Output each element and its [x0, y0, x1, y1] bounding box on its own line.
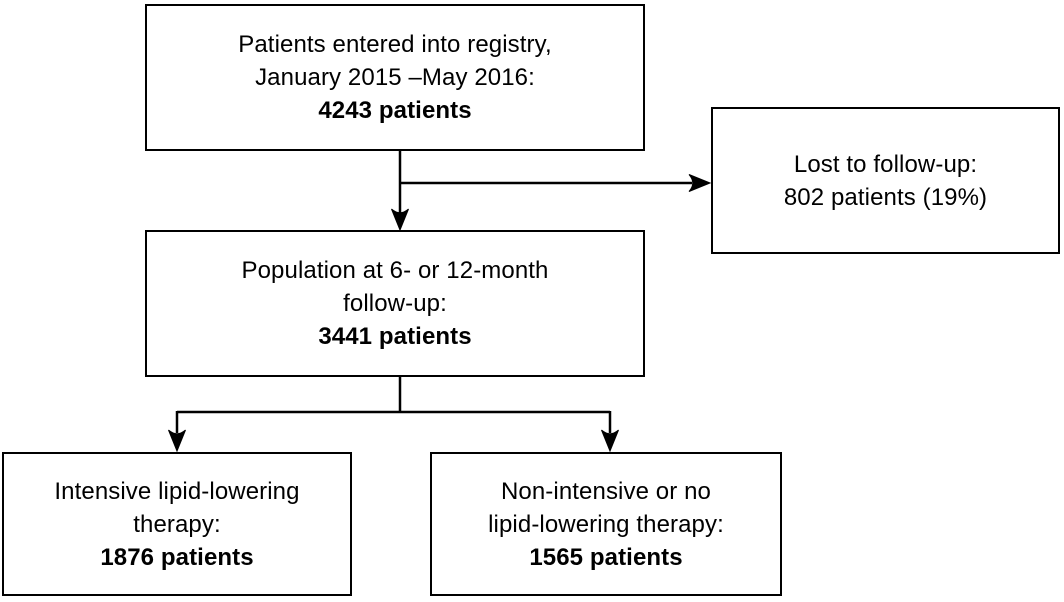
- registry-line1: Patients entered into registry,: [238, 31, 552, 58]
- intensive-count: 1876 patients: [100, 543, 254, 571]
- non-intensive-line2: lipid-lowering therapy:: [488, 510, 724, 538]
- box-non-intensive-therapy: Non-intensive or no lipid-lowering thera…: [430, 452, 782, 596]
- box-lost-to-followup: Lost to follow-up: 802 patients (19%): [711, 107, 1060, 254]
- arrow-split-to-non-intensive: [601, 411, 619, 453]
- box-registry: Patients entered into registry, January …: [145, 4, 645, 151]
- lost-line1: Lost to follow-up:: [793, 150, 978, 178]
- arrow-split-to-intensive: [168, 411, 186, 453]
- followup-line1: Population at 6- or 12-month: [241, 257, 549, 284]
- box-followup-population: Population at 6- or 12-month follow-up: …: [145, 230, 645, 377]
- intensive-line1: Intensive lipid-lowering: [54, 477, 300, 505]
- connector-followup-split: [177, 377, 610, 414]
- followup-count: 3441 patients: [318, 323, 472, 350]
- lost-line2: 802 patients (19%): [783, 183, 988, 211]
- arrow-registry-to-lost: [400, 174, 712, 192]
- registry-line2: January 2015 –May 2016:: [255, 64, 535, 91]
- box-intensive-therapy: Intensive lipid-lowering therapy: 1876 p…: [2, 452, 352, 596]
- intensive-line2: therapy:: [133, 510, 221, 538]
- registry-count: 4243 patients: [318, 97, 472, 124]
- non-intensive-count: 1565 patients: [529, 543, 683, 571]
- arrow-registry-to-followup: [391, 151, 409, 232]
- followup-line2: follow-up:: [343, 290, 447, 317]
- non-intensive-line1: Non-intensive or no: [500, 477, 711, 505]
